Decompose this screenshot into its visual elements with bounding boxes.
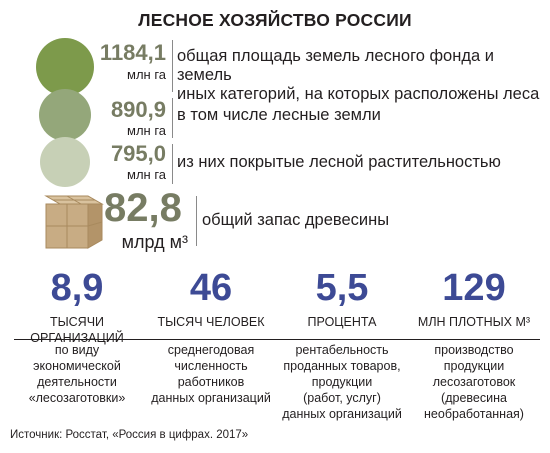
area-circle-mid (39, 89, 91, 141)
stat-label: МЛН ПЛОТНЫХ М³ (417, 315, 531, 329)
wood-stack-icon (44, 195, 104, 249)
source-note: Источник: Росстат, «Россия в цифрах. 201… (10, 429, 249, 441)
divider-line (196, 196, 197, 246)
stat-value: 46 (189, 267, 233, 309)
area-description: в том числе лесные земли (177, 106, 381, 125)
divider-line (172, 40, 173, 92)
area-description: общая площадь земель лесного фонда и зем… (177, 47, 550, 104)
area-circle-dark (36, 38, 94, 96)
stat-description-line: «лесозаготовки» (28, 391, 126, 405)
area-unit: млн га (127, 123, 166, 138)
area-value: 795,0 (110, 141, 166, 166)
stat-description-line: лесозаготовок (432, 375, 516, 389)
area-description-line: в том числе лесные земли (177, 106, 381, 124)
stat-description-line: по виду (54, 343, 100, 357)
area-circle-light (40, 137, 90, 187)
stat-description-line: численность (174, 359, 248, 373)
area-unit: млн га (127, 167, 166, 182)
stat-description-line: деятельности (37, 375, 117, 389)
stat-description-line: необработанная) (424, 407, 524, 421)
stat-percent: 5,5 ПРОЦЕНТА (276, 268, 408, 330)
area-value: 890,9 (110, 97, 166, 122)
stat-description-line: (древесина (441, 391, 507, 405)
area-description: из них покрытые лесной растительностью (177, 153, 501, 172)
timber-description: общий запас древесины (202, 211, 390, 229)
stat-value: 129 (442, 267, 506, 309)
stat-description-line: продукции (311, 375, 373, 389)
stat-description-line: проданных товаров, (283, 359, 401, 373)
stat-label: ПРОЦЕНТА (307, 315, 377, 329)
area-unit: млн га (127, 67, 166, 82)
area-description-line: из них покрытые лесной растительностью (177, 153, 501, 171)
stat-description-line: экономической (33, 359, 121, 373)
stat-label: ТЫСЯЧ ЧЕЛОВЕК (157, 315, 265, 329)
stat-label: ТЫСЯЧИ ОРГАНИЗАЦИЙ (30, 315, 124, 345)
stat-description-line: среднегодовая (167, 343, 255, 357)
divider-line (172, 144, 173, 184)
stat-description: рентабельность проданных товаров, продук… (276, 342, 408, 422)
infographic-title: ЛЕСНОЕ ХОЗЯЙСТВО РОССИИ (138, 10, 412, 30)
divider-line (172, 98, 173, 138)
timber-value: 82,8 (104, 186, 182, 230)
stat-description-line: (работ, услуг) (303, 391, 381, 405)
area-description-line: иных категорий, на которых расположены л… (177, 85, 540, 103)
separator-line (14, 339, 540, 340)
stat-description: производство продукции лесозаготовок (др… (408, 342, 540, 422)
stat-description: среднегодовая численность работников дан… (145, 342, 277, 406)
stat-people: 46 ТЫСЯЧ ЧЕЛОВЕК (145, 268, 277, 330)
stat-description-line: продукции (443, 359, 505, 373)
stat-description-line: рентабельность (295, 343, 389, 357)
stat-value: 5,5 (315, 267, 369, 309)
stat-description-line: производство (434, 343, 514, 357)
area-value: 1184,1 (99, 40, 166, 65)
timber-unit: млрд м³ (121, 232, 188, 252)
stat-organizations: 8,9 ТЫСЯЧИ ОРГАНИЗАЦИЙ (11, 268, 143, 346)
stat-description-line: данных организаций (151, 391, 271, 405)
stat-description: по виду экономической деятельности «лесо… (11, 342, 143, 406)
area-description-line: общая площадь земель лесного фонда и зем… (177, 47, 494, 84)
stat-value: 8,9 (50, 267, 104, 309)
stat-description-line: данных организаций (282, 407, 402, 421)
stat-cubic-meters: 129 МЛН ПЛОТНЫХ М³ (408, 268, 540, 330)
stat-description-line: работников (177, 375, 245, 389)
